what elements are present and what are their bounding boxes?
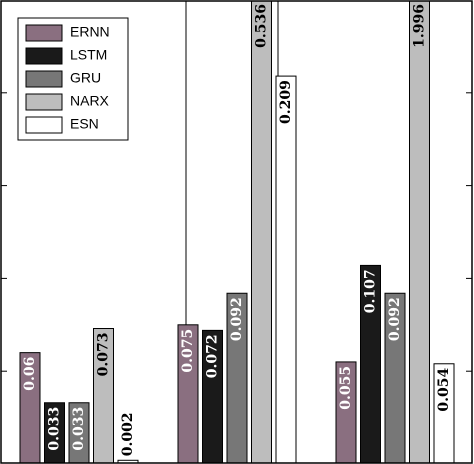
value-label: 0.073 — [96, 333, 112, 377]
value-label: 0.054 — [436, 368, 452, 412]
value-label: 0.092 — [387, 297, 403, 341]
value-label: 0.107 — [363, 269, 379, 313]
value-label: 0.06 — [22, 357, 38, 391]
bar — [360, 264, 381, 463]
bar — [251, 1, 272, 463]
bar — [384, 292, 406, 463]
bar — [93, 328, 114, 463]
value-label: 0.072 — [205, 334, 221, 378]
value-label: 0.033 — [71, 407, 87, 451]
bar — [44, 402, 65, 463]
value-labels: 0.06 0.075 0.055 0.033 0.072 0.107 0.033 0.092 0… — [22, 4, 452, 456]
bar — [68, 402, 90, 463]
legend-swatch — [25, 116, 63, 134]
bar — [409, 1, 430, 463]
value-label: 0.075 — [180, 329, 196, 373]
value-label: 0.092 — [229, 297, 245, 341]
bar — [19, 352, 41, 463]
value-label: 0.209 — [278, 80, 294, 124]
legend-swatch — [25, 47, 63, 65]
bar — [226, 292, 248, 463]
value-label: 0.055 — [338, 366, 354, 410]
legend-label: ESN — [70, 116, 99, 132]
legend-swatch — [25, 24, 63, 42]
bar — [335, 361, 357, 463]
legend-label: LSTM — [70, 47, 107, 63]
value-label: 0.536 — [254, 4, 270, 48]
legend-label: ERNN — [70, 24, 110, 40]
legend-label: GRU — [70, 70, 101, 86]
bar — [117, 459, 139, 463]
bar — [433, 363, 455, 463]
legend-swatch — [25, 70, 63, 88]
value-label: 1.996 — [412, 4, 428, 48]
value-label: 0.002 — [120, 412, 136, 456]
legend-label: NARX — [70, 93, 110, 109]
legend: ERNN LSTM GRU NARX ESN — [17, 17, 129, 141]
value-label: 0.033 — [47, 407, 63, 451]
bar — [275, 75, 297, 463]
bar — [177, 324, 199, 463]
bar — [202, 329, 223, 463]
bars — [19, 1, 455, 463]
legend-swatch — [25, 93, 63, 111]
